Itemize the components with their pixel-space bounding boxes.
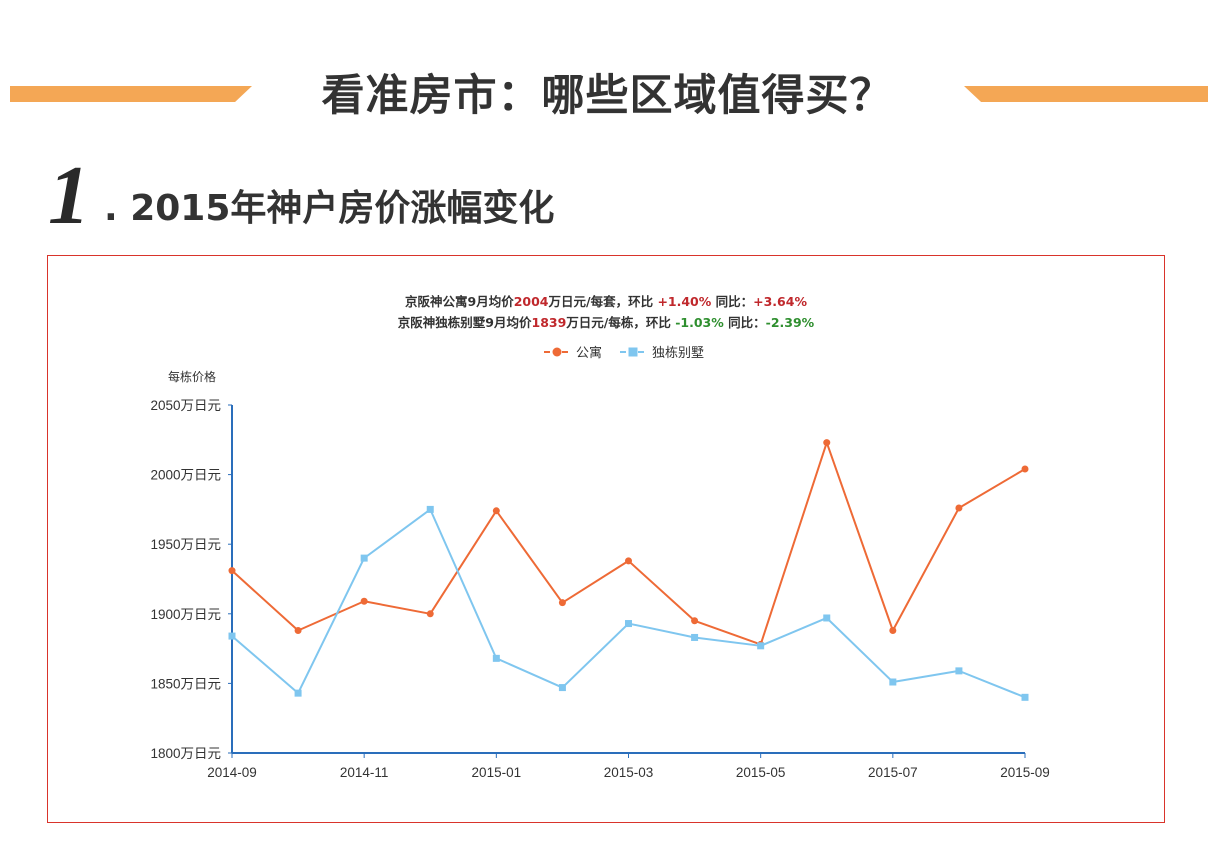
x-tick-label: 2015-01: [472, 765, 522, 780]
data-point[interactable]: [228, 567, 236, 575]
chart-frame: 京阪神公寓9月均价2004万日元/每套，环比 +1.40% 同比：+3.64% …: [47, 255, 1165, 823]
series-villa: [228, 505, 1029, 701]
summary-line-villa: 京阪神独栋别墅9月均价1839万日元/每栋，环比 -1.03% 同比：-2.39…: [398, 315, 815, 330]
data-point[interactable]: [558, 599, 566, 607]
data-point[interactable]: [492, 507, 500, 515]
data-point[interactable]: [228, 632, 236, 640]
section-title: . 2015年神户房价涨幅变化: [104, 188, 555, 229]
summary-apartment-unit: 万日元/每套，环比: [548, 294, 658, 309]
chart-series: [228, 439, 1029, 701]
chart-legend[interactable]: 公寓 独栋别墅: [544, 345, 704, 361]
x-tick-label: 2014-11: [340, 765, 389, 780]
summary-apartment-yoy-label: 同比：: [711, 294, 753, 309]
data-point[interactable]: [426, 505, 434, 513]
data-point[interactable]: [1021, 693, 1029, 701]
data-point[interactable]: [558, 684, 566, 692]
data-point[interactable]: [625, 620, 632, 628]
summary-line-apartment: 京阪神公寓9月均价2004万日元/每套，环比 +1.40% 同比：+3.64%: [405, 294, 807, 309]
data-point[interactable]: [294, 689, 302, 697]
y-tick-label: 1950万日元: [150, 537, 221, 552]
y-tick-label: 2050万日元: [150, 398, 221, 413]
y-tick-label: 1900万日元: [150, 607, 221, 622]
legend-label: 公寓: [576, 345, 602, 361]
data-point[interactable]: [360, 554, 368, 562]
x-tick-label: 2015-07: [868, 765, 918, 780]
title-accent-bar-right: [964, 86, 1208, 102]
price-line-chart: 京阪神公寓9月均价2004万日元/每套，环比 +1.40% 同比：+3.64% …: [150, 294, 1049, 780]
data-point[interactable]: [823, 439, 831, 447]
title-accent-bar-left: [10, 86, 252, 102]
data-point[interactable]: [889, 627, 897, 635]
x-tick-label: 2015-09: [1000, 765, 1050, 780]
y-tick-label: 1800万日元: [150, 746, 221, 761]
series-line: [231, 508, 1026, 699]
y-tick-label: 2000万日元: [150, 468, 221, 483]
summary-villa-yoy-label: 同比：: [724, 315, 766, 330]
data-point[interactable]: [889, 678, 897, 686]
data-point[interactable]: [691, 633, 699, 641]
data-point[interactable]: [955, 667, 963, 675]
summary-apartment-yoy: +3.64%: [753, 294, 807, 309]
legend-item-villa[interactable]: 独栋别墅: [620, 345, 704, 361]
legend-item-apartment[interactable]: 公寓: [544, 345, 602, 361]
data-point[interactable]: [691, 617, 699, 625]
chart-axes: 1800万日元 1850万日元 1900万日元 1950万日元 2000万日元 2050万…: [150, 398, 1049, 780]
summary-villa-mom: -1.03%: [675, 315, 724, 330]
series-apartment: [228, 439, 1029, 648]
summary-apartment-prefix: 京阪神公寓9月均价: [405, 294, 514, 309]
summary-villa-prefix: 京阪神独栋别墅9月均价: [398, 315, 532, 330]
summary-villa-price: 1839: [532, 315, 567, 330]
data-point[interactable]: [757, 642, 765, 650]
x-tick-label: 2015-03: [604, 765, 654, 780]
y-axis-title: 每栋价格: [168, 369, 216, 384]
data-point[interactable]: [360, 597, 368, 605]
section-number: 1: [48, 149, 90, 242]
data-point[interactable]: [823, 614, 831, 622]
data-point[interactable]: [426, 610, 434, 618]
data-point[interactable]: [492, 654, 500, 662]
page-title: 看准房市：哪些区域值得买？: [321, 71, 894, 121]
legend-marker-circle: [552, 347, 562, 357]
summary-villa-yoy: -2.39%: [766, 315, 815, 330]
summary-apartment-mom: +1.40%: [657, 294, 711, 309]
data-point[interactable]: [294, 627, 302, 635]
summary-apartment-price: 2004: [514, 294, 549, 309]
legend-label: 独栋别墅: [652, 345, 704, 361]
data-point[interactable]: [955, 504, 963, 512]
legend-marker-square: [628, 347, 638, 357]
x-tick-label: 2014-09: [207, 765, 257, 780]
series-line: [231, 441, 1026, 646]
data-point[interactable]: [625, 557, 632, 565]
summary-villa-unit: 万日元/每栋，环比: [565, 315, 675, 330]
y-tick-label: 1850万日元: [150, 676, 221, 691]
x-tick-label: 2015-05: [736, 765, 786, 780]
data-point[interactable]: [1021, 465, 1029, 473]
